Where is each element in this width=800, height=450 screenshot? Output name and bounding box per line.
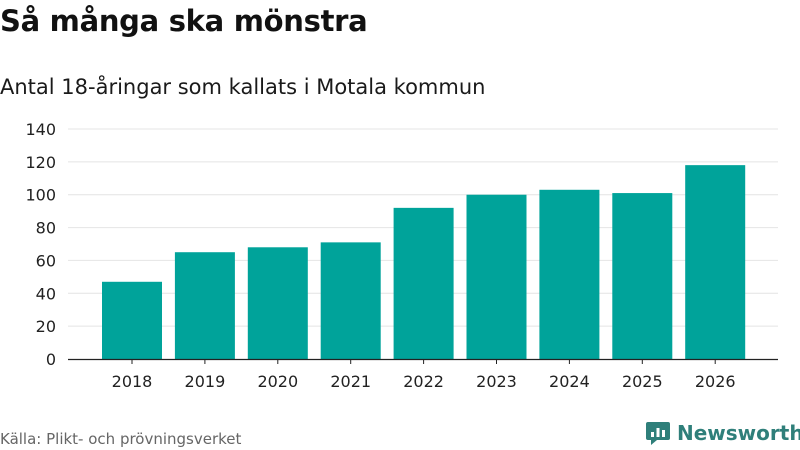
x-tick-label: 2020 [257, 372, 298, 391]
bars [102, 165, 746, 359]
bar-2024 [539, 189, 600, 359]
chart-title: Så många ska mönstra [0, 4, 368, 38]
x-axis-ticks: 2018 2019 2020 2021 2022 2023 2024 2025 2026 [112, 359, 736, 391]
x-tick-label: 2023 [476, 372, 517, 391]
brand: Newsworthy [645, 420, 800, 446]
bar-2020 [247, 247, 308, 359]
y-tick-label: 0 [46, 350, 56, 369]
bar-2021 [320, 242, 381, 359]
y-tick-label: 80 [36, 219, 56, 238]
bar-2022 [393, 207, 454, 359]
x-tick-label: 2024 [549, 372, 590, 391]
chart-subtitle: Antal 18-åringar som kallats i Motala ko… [0, 75, 486, 99]
y-tick-label: 20 [36, 317, 56, 336]
brand-name: Newsworthy [677, 421, 800, 445]
x-tick-label: 2025 [622, 372, 663, 391]
x-tick-label: 2022 [403, 372, 444, 391]
bar-2023 [466, 194, 527, 359]
bar-2025 [612, 193, 673, 359]
y-axis-ticks: 0 20 40 60 80 100 120 140 [25, 120, 56, 369]
x-tick-label: 2021 [330, 372, 371, 391]
y-tick-label: 100 [25, 186, 56, 205]
x-tick-label: 2018 [112, 372, 153, 391]
x-tick-label: 2026 [695, 372, 736, 391]
bar-2019 [174, 252, 235, 359]
bar-2026 [685, 165, 746, 359]
y-tick-label: 40 [36, 284, 56, 303]
y-tick-label: 60 [36, 251, 56, 270]
y-tick-label: 120 [25, 153, 56, 172]
x-tick-label: 2019 [185, 372, 226, 391]
y-tick-label: 140 [25, 120, 56, 139]
source-note: Källa: Plikt- och prövningsverket [0, 430, 242, 448]
bar-2018 [102, 281, 162, 359]
newsworthy-logo-icon [646, 422, 670, 445]
